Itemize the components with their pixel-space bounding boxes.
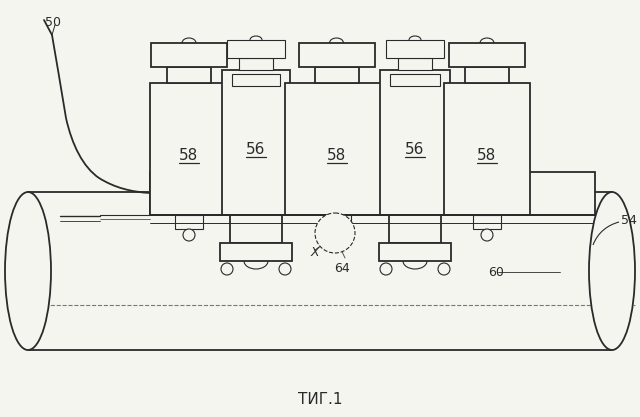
Bar <box>314 67 358 83</box>
Bar <box>444 83 530 215</box>
Bar <box>449 43 525 67</box>
Bar <box>151 43 227 67</box>
Text: 58: 58 <box>179 148 198 163</box>
Bar <box>239 58 273 70</box>
Circle shape <box>315 213 355 253</box>
Circle shape <box>221 263 233 275</box>
Text: 64: 64 <box>334 261 350 274</box>
Circle shape <box>279 263 291 275</box>
Text: 56: 56 <box>405 142 425 157</box>
Bar <box>227 40 285 58</box>
Bar <box>150 172 595 215</box>
Bar <box>390 74 440 86</box>
Bar <box>222 70 290 215</box>
Bar <box>473 215 501 229</box>
Circle shape <box>183 229 195 241</box>
Text: 58: 58 <box>477 148 497 163</box>
Bar <box>167 67 211 83</box>
Circle shape <box>438 263 450 275</box>
Bar <box>175 215 203 229</box>
Text: 54: 54 <box>621 214 637 226</box>
Text: ΤИГ.1: ΤИГ.1 <box>298 392 342 407</box>
Bar <box>323 215 351 229</box>
Bar <box>465 67 509 83</box>
Bar <box>379 243 451 261</box>
Ellipse shape <box>5 192 51 350</box>
Bar <box>389 215 441 243</box>
Bar <box>220 243 292 261</box>
Text: 60: 60 <box>488 266 504 279</box>
Text: 58: 58 <box>327 148 346 163</box>
Bar <box>380 70 450 215</box>
Ellipse shape <box>589 192 635 350</box>
Circle shape <box>330 229 342 241</box>
Text: X: X <box>310 246 319 259</box>
Bar <box>386 40 444 58</box>
Text: 50: 50 <box>45 15 61 28</box>
Bar <box>232 74 280 86</box>
Bar <box>150 83 228 215</box>
Bar <box>285 83 388 215</box>
Text: 56: 56 <box>246 142 266 157</box>
Bar <box>230 215 282 243</box>
Bar <box>398 58 432 70</box>
Bar <box>298 43 374 67</box>
Circle shape <box>481 229 493 241</box>
Circle shape <box>380 263 392 275</box>
